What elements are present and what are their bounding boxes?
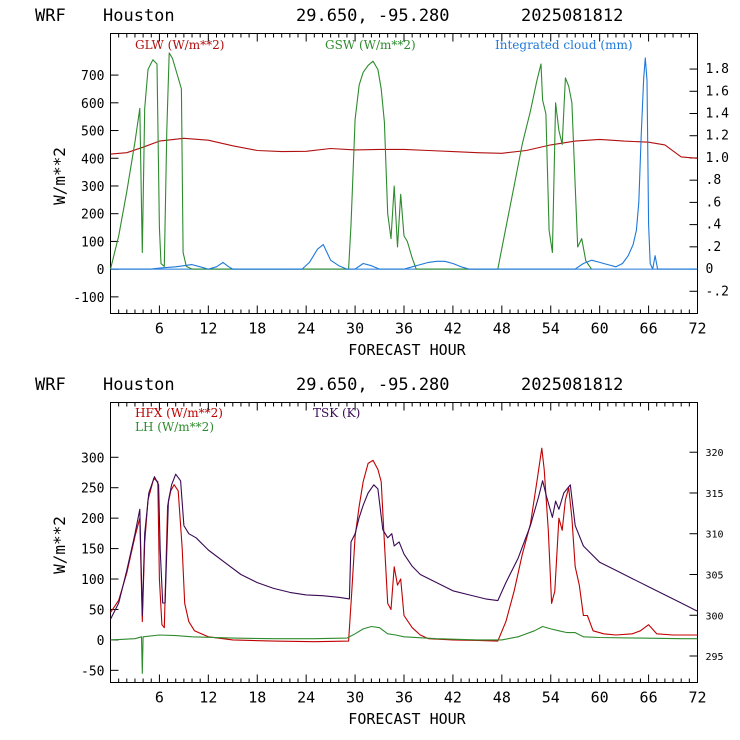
panel1-xtick-label: 18 — [248, 320, 266, 338]
panel1-location: Houston — [103, 6, 175, 26]
panel2-xtick-label: 36 — [395, 689, 413, 707]
panel2-ytick-label: 200 — [81, 512, 104, 527]
legend-integrated-cloud: Integrated cloud (mm) — [495, 38, 633, 52]
panel2-xtick-label: 72 — [688, 689, 706, 707]
panel1-y2tick-label: 1.4 — [706, 107, 730, 122]
panel2-xtick-label: 60 — [591, 689, 609, 707]
legend-tsk: TSK (K) — [313, 406, 360, 420]
panel2-legend: HFX (W/m**2) LH (W/m**2) TSK (K) — [135, 406, 360, 434]
panel1-xtick-label: 48 — [493, 320, 511, 338]
panel1-y2tick-label: 1.2 — [706, 129, 729, 144]
legend-glw: GLW (W/m**2) — [135, 38, 224, 52]
panel2-xtick-label: 66 — [640, 689, 658, 707]
panel1-y2tick-label: .2 — [706, 240, 722, 255]
panel2-y2tick-label: 315 — [706, 489, 724, 500]
panel1-x-axis: 6 12 18 24 30 36 42 48 54 60 66 72 — [118, 33, 707, 338]
panel1-x-axis-label: FORECAST HOUR — [348, 341, 466, 359]
panel1-y-axis-right: -.2 0 .2 .4 .6 .8 1.0 1.2 1.4 1.6 1.8 — [689, 62, 730, 299]
panel1-y-axis-label: W/m**2 — [50, 147, 69, 205]
panel2-x-axis-label: FORECAST HOUR — [348, 710, 466, 728]
panel2-ytick-label: 100 — [81, 573, 104, 588]
panel1-ytick-label: 700 — [81, 69, 104, 84]
panel2-xtick-label: 24 — [297, 689, 315, 707]
legend-hfx: HFX (W/m**2) — [135, 406, 223, 420]
panel1-header: WRF Houston 29.650, -95.280 2025081812 — [35, 6, 623, 26]
panel1-xtick-label: 66 — [640, 320, 658, 338]
panel2-plot-area — [110, 447, 698, 674]
panel1-xtick-label: 12 — [199, 320, 217, 338]
panel2-series-tsk — [110, 473, 698, 620]
panel2-xtick-label: 30 — [346, 689, 364, 707]
panel2-y2tick-label: 300 — [706, 611, 724, 622]
panel1-legend: GLW (W/m**2) GSW (W/m**2) Integrated clo… — [135, 38, 633, 52]
panel2-xtick-label: 12 — [199, 689, 217, 707]
panel1-ytick-label: 200 — [81, 208, 104, 223]
panel1-y2tick-label: .8 — [706, 173, 722, 188]
panel2-model: WRF — [35, 375, 66, 395]
panel1-series-gsw — [109, 52, 592, 270]
panel2-ytick-label: 250 — [81, 482, 104, 497]
panel1-y-axis-left: -100 0 100 200 300 400 500 600 700 — [73, 69, 119, 306]
panel2-y2tick-label: 295 — [706, 652, 724, 663]
panel1-xtick-label: 6 — [155, 320, 164, 338]
panel1-ytick-label: 300 — [81, 180, 104, 195]
panel2-series-lh — [110, 625, 698, 674]
panel1-coords: 29.650, -95.280 — [296, 6, 450, 26]
panel2-location: Houston — [103, 375, 175, 395]
panel1-xtick-label: 60 — [591, 320, 609, 338]
panel1-xtick-label: 72 — [688, 320, 706, 338]
panel1-plot-area — [109, 52, 698, 270]
panel2-xtick-label: 48 — [493, 689, 511, 707]
panel1-y2tick-label: .4 — [706, 218, 722, 233]
panel1-ytick-label: 500 — [81, 125, 104, 140]
panel2-ytick-label: 50 — [89, 603, 105, 618]
panel1-model: WRF — [35, 6, 66, 26]
panel2-x-axis: 6 12 18 24 30 36 42 48 54 60 66 72 — [118, 402, 707, 707]
legend-gsw: GSW (W/m**2) — [325, 38, 416, 52]
panel1-xtick-label: 54 — [542, 320, 560, 338]
panel2-xtick-label: 42 — [444, 689, 462, 707]
panel1-ytick-label: -100 — [73, 291, 104, 306]
panel1-xtick-label: 30 — [346, 320, 364, 338]
panel1-xtick-label: 24 — [297, 320, 315, 338]
panel1-y2tick-label: -.2 — [706, 284, 729, 299]
panel1-ytick-label: 0 — [97, 263, 105, 278]
panel1-init-time: 2025081812 — [521, 6, 623, 26]
panel1-ytick-label: 100 — [81, 235, 104, 250]
panel2-ytick-label: 0 — [97, 634, 105, 649]
panel1-ytick-label: 600 — [81, 97, 104, 112]
panel2-y2tick-label: 305 — [706, 570, 724, 581]
panel2-xtick-label: 54 — [542, 689, 560, 707]
panel2-y2tick-label: 320 — [706, 448, 724, 459]
panel2-init-time: 2025081812 — [521, 375, 623, 395]
panel2-ytick-label: 150 — [81, 543, 104, 558]
panel1-series-integrated — [110, 57, 698, 270]
legend-lh: LH (W/m**2) — [135, 420, 214, 434]
panel2-xtick-label: 18 — [248, 689, 266, 707]
panel2-header: WRF Houston 29.650, -95.280 2025081812 — [35, 375, 623, 395]
panel2-ytick-label: -50 — [81, 664, 104, 679]
panel2-xtick-label: 6 — [155, 689, 164, 707]
panel1-y2tick-label: .6 — [706, 195, 722, 210]
panel1-xtick-label: 42 — [444, 320, 462, 338]
panel2-ytick-label: 300 — [81, 451, 104, 466]
panel1-series-glw — [110, 137, 698, 159]
panel2-y-axis-label: W/m**2 — [50, 516, 69, 574]
panel1-y2tick-label: 1.0 — [706, 151, 729, 166]
panel1-xtick-label: 36 — [395, 320, 413, 338]
panel1-y2tick-label: 0 — [706, 262, 714, 277]
panel1-ytick-label: 400 — [81, 152, 104, 167]
panel2-y-axis-right: 295 300 305 310 315 320 — [689, 448, 724, 663]
panel1-y2tick-label: 1.8 — [706, 62, 729, 77]
panel2-y2tick-label: 310 — [706, 530, 724, 541]
panel2-coords: 29.650, -95.280 — [296, 375, 450, 395]
panel2-y-axis-left: -50 0 50 100 150 200 250 300 — [81, 451, 119, 679]
panel1-y2tick-label: 1.6 — [706, 84, 729, 99]
